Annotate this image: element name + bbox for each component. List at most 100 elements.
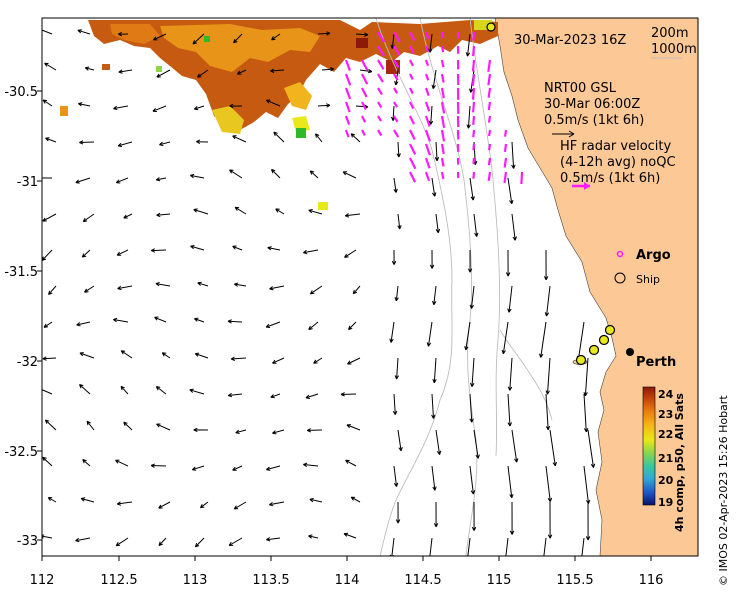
lat-tick-labels: -30.5 -31 -31.5 -32 -32.5 -33 xyxy=(4,85,38,549)
radar-vector xyxy=(489,102,490,110)
lon-tick: 113.5 xyxy=(252,573,289,588)
current-vector xyxy=(540,322,547,358)
current-vector xyxy=(545,286,550,316)
current-vector xyxy=(510,502,514,535)
lat-tick: -31.5 xyxy=(4,265,38,280)
contour-label-1000m: 1000m xyxy=(651,42,697,57)
current-vector xyxy=(508,178,513,204)
current-vector xyxy=(508,286,512,312)
lat-tick: -32.5 xyxy=(4,445,38,460)
radar-vector xyxy=(442,172,443,179)
current-vector xyxy=(194,106,204,110)
radar-vector xyxy=(394,116,398,122)
current-vector xyxy=(266,466,280,470)
radar-vector xyxy=(362,60,368,71)
radar-vector xyxy=(489,172,490,181)
current-vector xyxy=(276,209,284,214)
current-vector xyxy=(310,286,322,294)
current-vector xyxy=(151,249,166,253)
lat-tick: -30.5 xyxy=(4,85,38,100)
current-vector xyxy=(436,430,441,455)
lat-tick: -31 xyxy=(17,175,38,190)
current-vector xyxy=(584,466,590,504)
current-vector xyxy=(512,430,518,462)
current-vector xyxy=(274,132,284,142)
current-vector xyxy=(577,322,584,360)
current-vector xyxy=(397,142,401,157)
radar-vector xyxy=(473,74,474,86)
current-vector xyxy=(234,283,246,286)
current-vector xyxy=(124,214,132,218)
colorbar-tick: 23 xyxy=(658,408,673,421)
colorbar-tick: 24 xyxy=(658,388,674,401)
current-vector xyxy=(156,387,166,395)
current-vector xyxy=(303,250,318,254)
current-vector xyxy=(48,498,56,503)
current-vector xyxy=(236,430,246,434)
radar-vector xyxy=(378,102,381,108)
radar-vector xyxy=(410,158,415,169)
radar-vector xyxy=(426,172,429,181)
radar-vector xyxy=(488,60,490,72)
current-vector xyxy=(113,106,128,110)
current-vector xyxy=(341,393,356,397)
current-vector xyxy=(198,282,208,286)
current-vector xyxy=(546,394,550,430)
radar-vector xyxy=(442,158,444,166)
current-vector xyxy=(228,393,242,396)
current-vector xyxy=(345,250,357,257)
current-vector xyxy=(159,502,170,508)
radar-vector xyxy=(473,144,474,150)
current-vector xyxy=(200,502,208,508)
radar-vector xyxy=(442,130,444,141)
current-vector xyxy=(314,358,322,363)
current-vector xyxy=(190,174,204,178)
current-vector xyxy=(116,538,128,546)
radar-scale: 0.5m/s (1kt 6h) xyxy=(560,171,660,186)
radar-vector xyxy=(346,74,350,85)
current-vector xyxy=(318,104,330,108)
current-vector xyxy=(113,318,128,322)
current-vector xyxy=(349,322,357,330)
current-vector xyxy=(396,502,400,523)
radar-vector xyxy=(394,130,398,137)
radar-vector xyxy=(426,74,428,80)
current-vector xyxy=(78,103,90,106)
current-vector xyxy=(398,430,402,451)
current-vector xyxy=(228,320,242,324)
current-vector xyxy=(429,106,433,125)
current-vector xyxy=(432,178,436,196)
current-vector xyxy=(344,533,356,538)
current-vector xyxy=(231,357,246,361)
current-vector xyxy=(430,250,434,269)
current-vector xyxy=(503,538,508,570)
current-vector xyxy=(118,286,132,290)
current-vector xyxy=(194,428,208,431)
radar-vector xyxy=(362,88,367,97)
radar-vector xyxy=(346,116,349,125)
current-vector xyxy=(87,421,94,430)
lon-tick: 113 xyxy=(183,573,208,588)
current-vector xyxy=(156,178,166,181)
current-vector xyxy=(467,106,471,128)
current-vector xyxy=(38,176,52,180)
current-vector xyxy=(194,209,208,214)
radar-vector xyxy=(489,144,490,150)
current-vector xyxy=(82,250,90,257)
current-vector xyxy=(85,67,94,70)
radar-vector xyxy=(346,130,349,137)
radar-vector xyxy=(505,144,506,152)
current-vector xyxy=(49,286,57,295)
radar-vector xyxy=(378,88,382,95)
radar-vector xyxy=(410,88,413,94)
current-vector xyxy=(39,388,53,394)
radar-vector xyxy=(346,102,350,112)
colorbar-tick: 22 xyxy=(658,428,673,441)
current-vector xyxy=(588,430,595,468)
radar-vector xyxy=(410,116,414,124)
current-vector xyxy=(233,466,242,470)
current-vector xyxy=(153,106,166,112)
current-vector xyxy=(343,172,356,178)
current-vector xyxy=(116,178,128,183)
